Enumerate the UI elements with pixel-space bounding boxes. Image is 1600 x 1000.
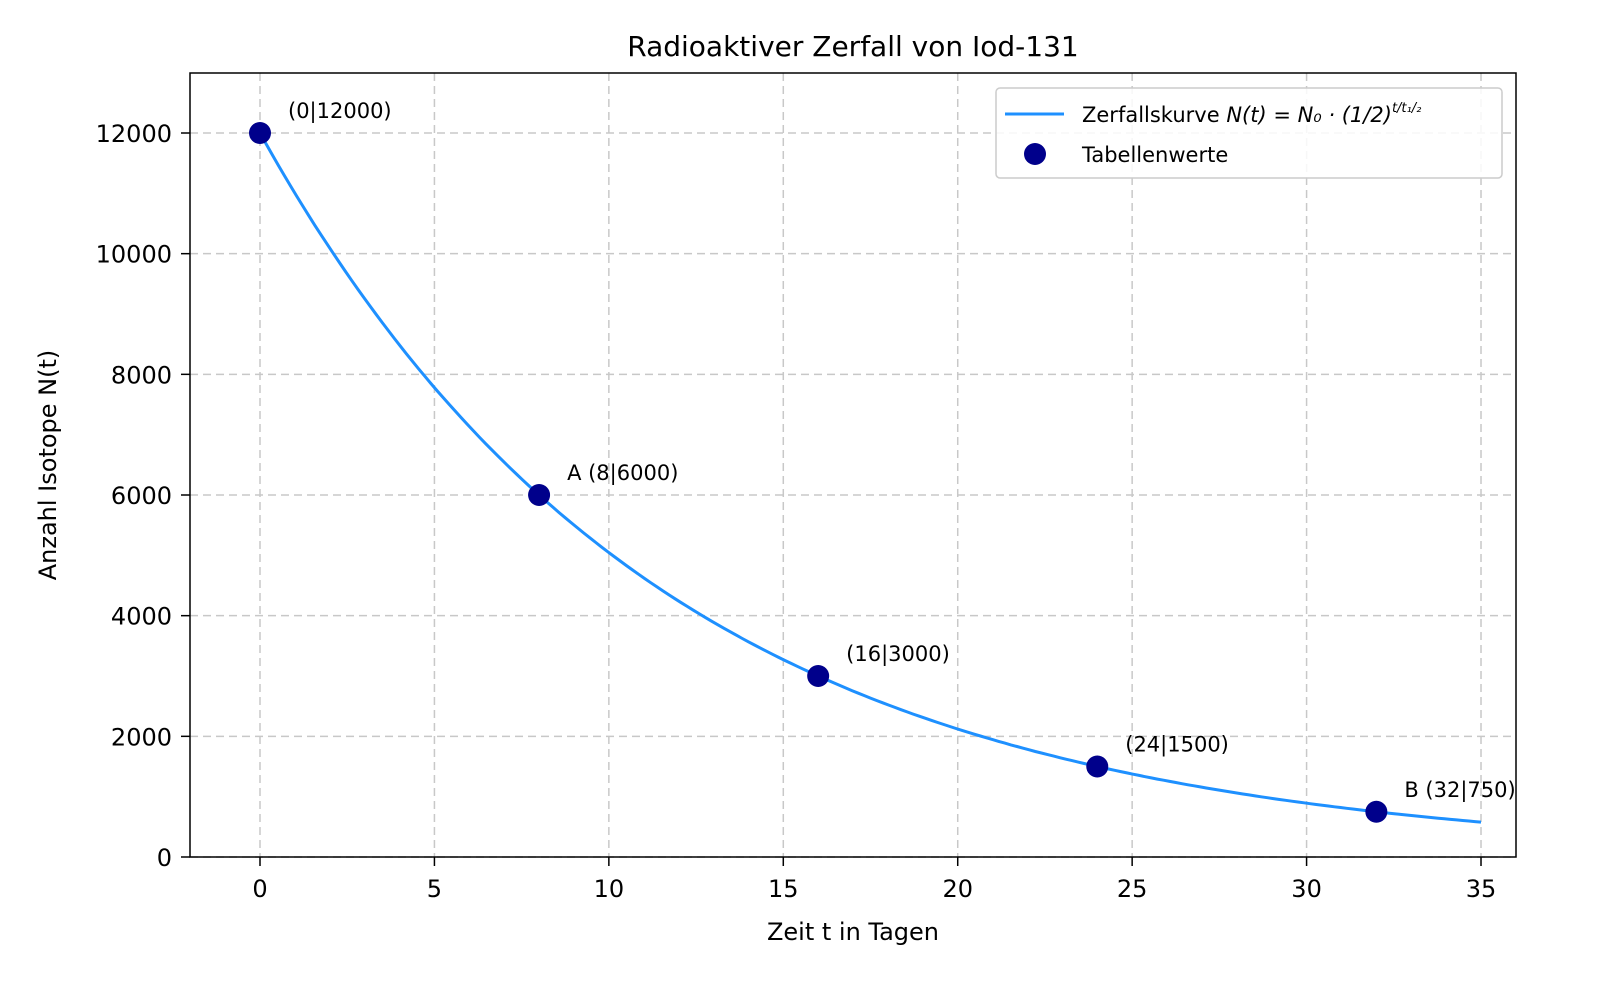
data-points [249,122,1388,823]
x-axis-label: Zeit t in Tagen [767,918,939,946]
data-point [528,484,551,507]
y-axis-label: Anzahl Isotope N(t) [34,350,62,581]
y-tick-label: 10000 [96,241,172,269]
annotations: (0|12000) A (8|6000) (16|3000) (24|1500) B (… [288,99,1516,803]
legend-points-label: Tabellenwerte [1081,143,1228,167]
decay-curve [258,132,1482,824]
legend-curve-label: Zerfallskurve N(t) = N₀ · (1/2)t/t₁/₂ [1082,101,1421,127]
point-annotation: (16|3000) [846,642,950,667]
data-point [249,122,271,145]
data-point [807,665,830,688]
axis-ticks: 0 5 10 15 20 25 30 35 0 2000 4000 6000 8000 10000 1200… [96,120,1497,903]
y-tick-label: 6000 [111,482,172,510]
chart-title: Radioaktiver Zerfall von Iod-131 [627,30,1078,63]
y-tick-label: 8000 [111,361,172,389]
data-point [1365,800,1388,823]
point-annotation: B (32|750) [1404,778,1515,803]
grid [190,73,1516,858]
x-tick-label: 25 [1117,875,1148,903]
legend-dot-icon [1024,143,1046,165]
point-annotation: A (8|6000) [567,461,678,486]
plot-frame [189,72,1517,858]
legend: Zerfallskurve N(t) = N₀ · (1/2)t/t₁/₂ Ta… [995,87,1503,179]
x-tick-label: 30 [1291,875,1322,903]
y-tick-label: 2000 [111,723,172,751]
x-tick-label: 20 [942,875,973,903]
point-annotation: (0|12000) [288,99,392,124]
point-annotation: (24|1500) [1125,733,1229,758]
x-tick-label: 15 [768,875,799,903]
y-tick-label: 0 [157,844,172,872]
data-point [1086,755,1109,778]
x-tick-label: 0 [252,875,267,903]
x-tick-label: 5 [427,875,442,903]
x-tick-label: 10 [594,875,625,903]
y-tick-label: 4000 [111,603,172,631]
y-tick-label: 12000 [96,120,172,148]
x-tick-label: 35 [1466,875,1497,903]
